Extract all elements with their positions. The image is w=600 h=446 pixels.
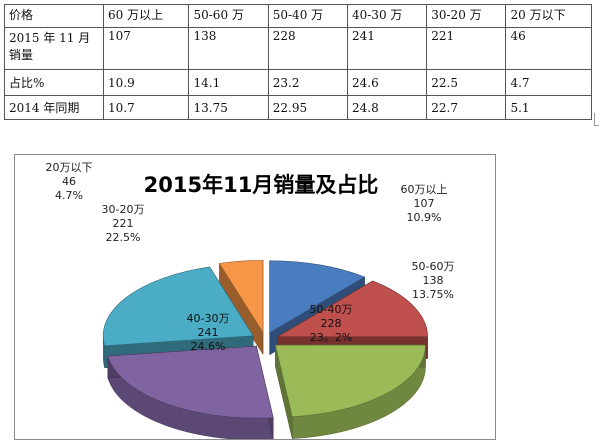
- table-cell: 23.2: [267, 69, 348, 96]
- pie-slice: [107, 345, 274, 439]
- data-label-name: 40-30万: [187, 312, 230, 325]
- table-header-row: 价格 60 万以上 50-60 万 50-40 万 40-30 万 30-20 …: [4, 4, 592, 28]
- table-cell: 228: [267, 27, 348, 70]
- header-cell: 40-30 万: [346, 4, 428, 28]
- table-cell: 241: [346, 27, 428, 70]
- pie-slice: [275, 344, 426, 439]
- table-cell: 221: [426, 27, 507, 70]
- table-cell: 22.95: [267, 95, 348, 120]
- header-cell: 30-20 万: [426, 4, 507, 28]
- data-label-percent: 10.9%: [407, 211, 442, 224]
- table-cell: 24.8: [346, 95, 428, 120]
- data-label-value: 221: [113, 217, 134, 230]
- data-label-value: 228: [321, 317, 342, 330]
- data-label-name: 20万以下: [46, 161, 93, 174]
- table-cell: 4.7: [505, 69, 592, 96]
- data-label-name: 50-60万: [412, 260, 455, 273]
- row-label: 占比%: [4, 69, 104, 96]
- header-cell: 20 万以下: [505, 4, 592, 28]
- data-label-value: 46: [62, 175, 76, 188]
- pie-slice: [218, 260, 264, 356]
- table-cell: 22.5: [426, 69, 507, 96]
- header-cell: 50-40 万: [267, 4, 348, 28]
- data-label-percent: 24.6%: [191, 340, 226, 353]
- data-label-percent: 23。2%: [310, 331, 352, 344]
- data-label-name: 50-40万: [310, 303, 353, 316]
- row-label: 2015 年 11 月销量: [4, 27, 104, 70]
- data-label-percent: 4.7%: [55, 189, 83, 202]
- table-row: 2015 年 11 月销量 107 138 228 241 221 46: [4, 27, 592, 70]
- row-label: 2014 年同期: [4, 95, 104, 120]
- table-cell: 10.9: [102, 69, 190, 96]
- data-label-name: 60万以上: [401, 183, 448, 196]
- data-label-value: 138: [423, 274, 444, 287]
- data-label-value: 107: [414, 197, 435, 210]
- table-cell: 13.75: [188, 95, 269, 120]
- text-cursor-mark: [594, 113, 599, 126]
- data-label-percent: 13.75%: [412, 288, 454, 301]
- data-table: 价格 60 万以上 50-60 万 50-40 万 40-30 万 30-20 …: [4, 4, 592, 120]
- table-cell: 5.1: [505, 95, 592, 120]
- header-cell: 价格: [4, 4, 104, 28]
- data-label-value: 241: [198, 326, 219, 339]
- chart-title: 2015年11月销量及占比: [144, 173, 379, 197]
- table-row: 2014 年同期 10.7 13.75 22.95 24.8 22.7 5.1: [4, 95, 592, 120]
- header-cell: 60 万以上: [102, 4, 190, 28]
- header-cell: 50-60 万: [188, 4, 269, 28]
- table-cell: 46: [505, 27, 592, 70]
- table-cell: 24.6: [346, 69, 428, 96]
- table-row: 占比% 10.9 14.1 23.2 24.6 22.5 4.7: [4, 69, 592, 96]
- table-cell: 14.1: [188, 69, 269, 96]
- table-cell: 22.7: [426, 95, 507, 120]
- table-cell: 138: [188, 27, 269, 70]
- chart-frame: 2015年11月销量及占比 60万以上 107 10.9% 50-60万 138 13.7…: [14, 154, 496, 440]
- data-label-name: 30-20万: [102, 203, 145, 216]
- data-label-percent: 22.5%: [106, 231, 141, 244]
- table-cell: 107: [102, 27, 190, 70]
- table-cell: 10.7: [102, 95, 190, 120]
